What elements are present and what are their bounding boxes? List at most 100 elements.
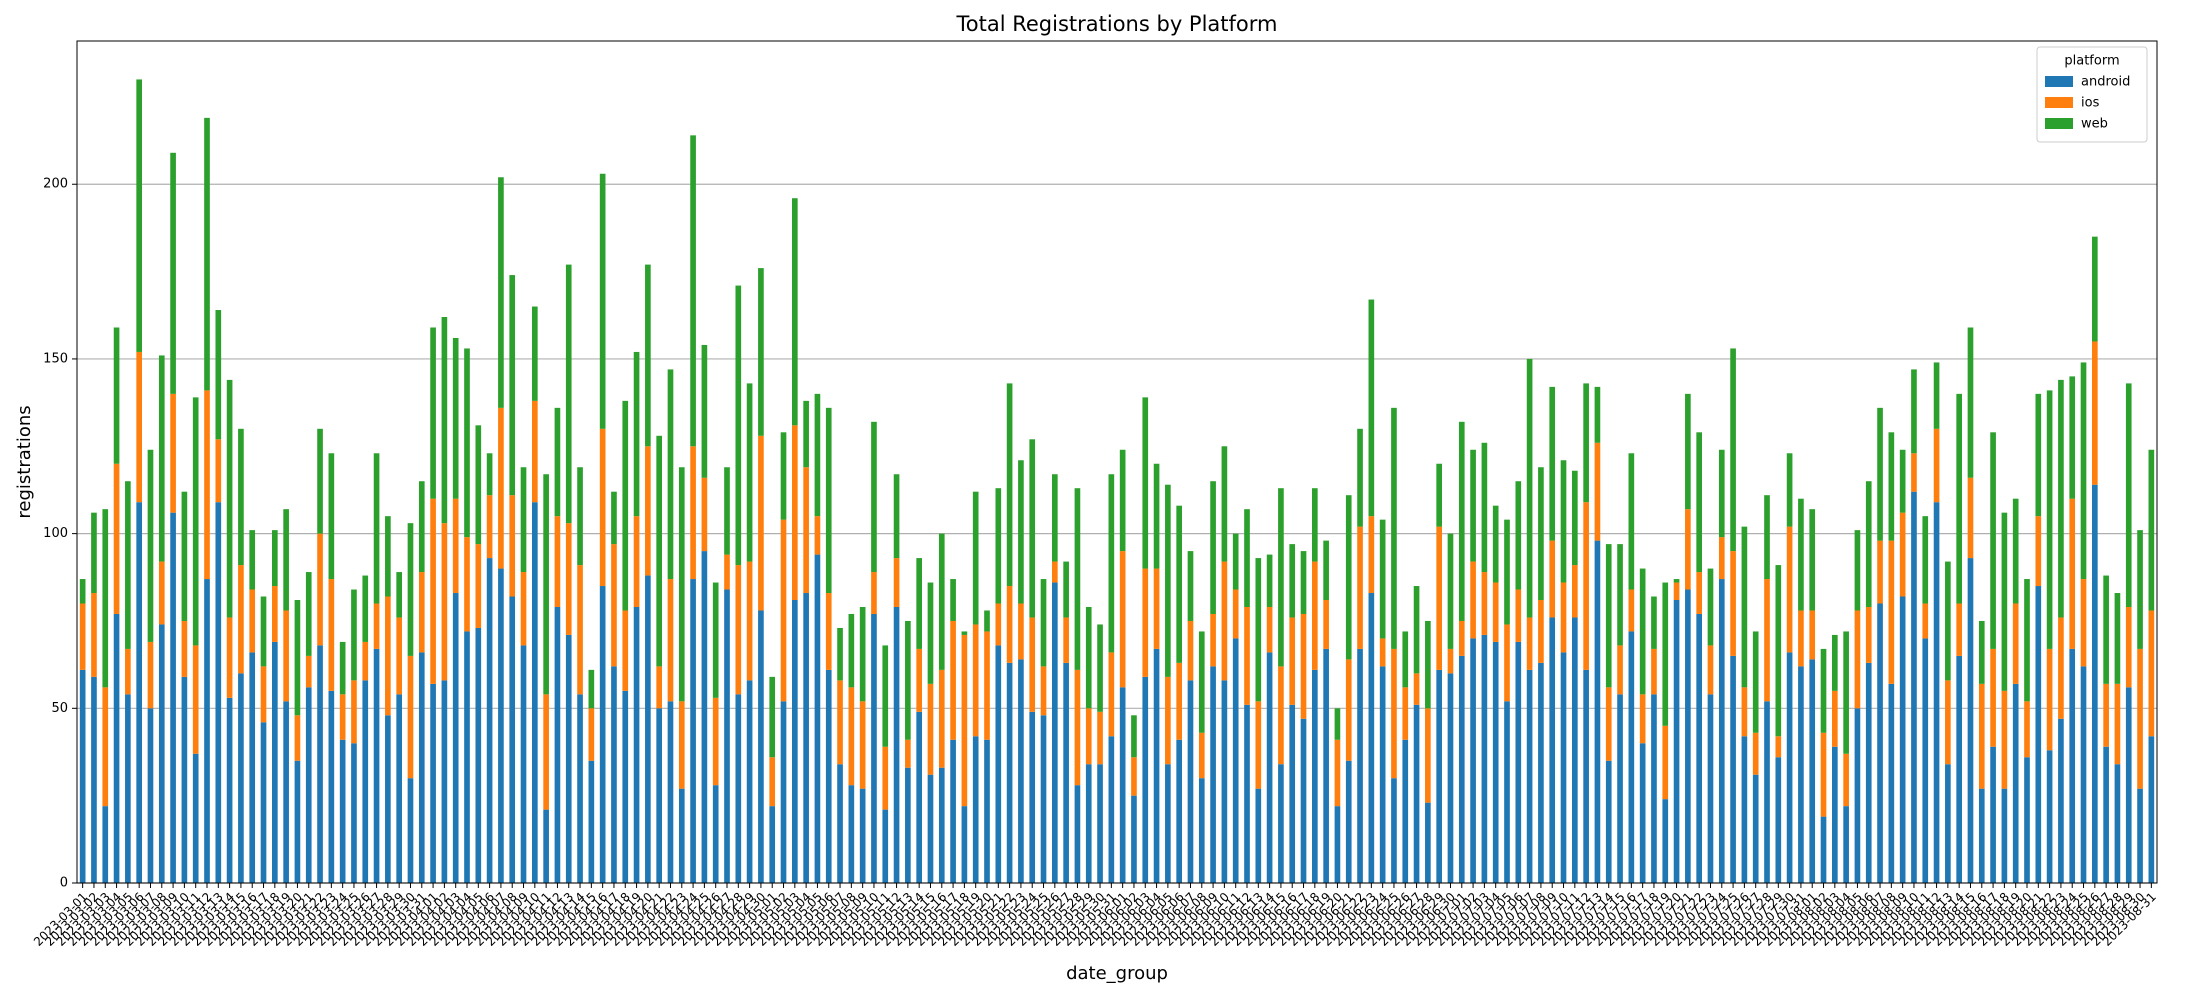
bar-segment: [1673, 582, 1680, 601]
bar-segment: [215, 439, 222, 503]
bar-segment: [1357, 428, 1363, 527]
bar-segment: [588, 708, 595, 761]
bar-segment: [1085, 606, 1092, 709]
bar-segment: [724, 554, 730, 590]
bar-segment: [1018, 659, 1024, 883]
bar-segment: [1933, 362, 1940, 429]
bar-segment: [1176, 739, 1182, 883]
bar-segment: [2012, 683, 2019, 883]
bar-segment: [1334, 739, 1341, 807]
bar-segment: [1368, 516, 1375, 594]
bar-segment: [509, 596, 516, 883]
bar-segment: [1029, 439, 1036, 618]
bar-segment: [611, 491, 617, 545]
bar-segment: [565, 264, 572, 524]
bar-segment: [1097, 764, 1103, 883]
bar-segment: [430, 327, 436, 499]
bar-segment: [91, 676, 97, 883]
bar-segment: [2035, 393, 2042, 517]
bar-segment: [972, 624, 979, 737]
bar-segment: [1266, 554, 1273, 607]
bar-segment: [1617, 645, 1623, 695]
bar-segment: [1764, 701, 1770, 883]
bar-segment: [1967, 558, 1974, 883]
bar-segment: [1583, 502, 1589, 670]
bar-segment: [452, 498, 459, 594]
bar-segment: [701, 344, 708, 478]
bar-segment: [125, 481, 131, 649]
bar-segment: [385, 596, 391, 716]
bar-segment: [2046, 648, 2053, 751]
bar-segment: [520, 467, 527, 573]
bar-segment: [2092, 341, 2098, 485]
bar-segment: [622, 400, 629, 611]
bar-segment: [882, 746, 889, 810]
bar-segment: [803, 593, 809, 883]
bar-segment: [170, 152, 176, 394]
bar-segment: [611, 544, 617, 667]
bar-segment: [1119, 687, 1126, 883]
bar-segment: [2035, 586, 2042, 883]
bar-segment: [1221, 561, 1228, 681]
bar-segment: [125, 694, 131, 883]
bar-segment: [769, 806, 776, 883]
bar-segment: [1119, 449, 1126, 552]
bar-segment: [509, 275, 516, 496]
legend-label: android: [2081, 75, 2130, 90]
bar-segment: [1210, 613, 1216, 667]
legend-swatch: [2045, 76, 2073, 87]
bar-segment: [1752, 732, 1759, 775]
bar-segment: [328, 453, 335, 580]
bar-segment: [1063, 617, 1069, 663]
bar-segment: [882, 809, 889, 883]
bar-segment: [1040, 666, 1047, 716]
bar-segment: [1798, 666, 1804, 883]
bar-segment: [1605, 760, 1612, 883]
bar-segment: [633, 351, 640, 517]
bar-segment: [678, 467, 685, 702]
bar-segment: [1786, 453, 1793, 527]
bar-segment: [938, 767, 945, 883]
bar-segment: [1142, 397, 1149, 569]
bar-segment: [803, 467, 809, 594]
bar-segment: [1798, 498, 1804, 611]
bar-segment: [916, 558, 922, 649]
bar-segment: [1413, 586, 1420, 674]
bar-segment: [950, 739, 956, 883]
bar-segment: [1165, 676, 1171, 765]
bar-segment: [1402, 631, 1409, 688]
bar-segment: [181, 676, 188, 883]
bar-segment: [1097, 711, 1103, 765]
bar-segment: [339, 641, 346, 695]
bar-segment: [1447, 648, 1454, 674]
bar-segment: [2001, 690, 2008, 789]
bar-segment: [678, 701, 685, 789]
bar-segment: [871, 572, 877, 614]
bar-segment: [1368, 593, 1375, 883]
bar-segment: [645, 446, 651, 576]
bar-segment: [1594, 540, 1601, 883]
bar-segment: [317, 533, 323, 646]
bar-segment: [170, 393, 176, 513]
bar-segment: [1583, 669, 1589, 883]
bar-segment: [961, 631, 968, 635]
bar-segment: [1345, 495, 1352, 660]
bar-segment: [1198, 778, 1205, 883]
bar-segment: [1832, 690, 1838, 747]
bar-segment: [1379, 638, 1386, 667]
bar-segment: [1718, 537, 1725, 580]
bar-segment: [1391, 648, 1397, 779]
bar-segment: [758, 435, 764, 611]
bar-segment: [2103, 746, 2109, 883]
bar-segment: [1187, 551, 1194, 621]
bar-segment: [565, 523, 572, 635]
bar-segment: [690, 446, 696, 580]
bar-segment: [1820, 816, 1827, 883]
bar-segment: [136, 351, 142, 503]
bar-segment: [407, 523, 414, 656]
bar-segment: [2125, 606, 2132, 688]
bar-segment: [1447, 533, 1454, 649]
bar-segment: [746, 383, 753, 562]
bar-segment: [543, 474, 549, 695]
